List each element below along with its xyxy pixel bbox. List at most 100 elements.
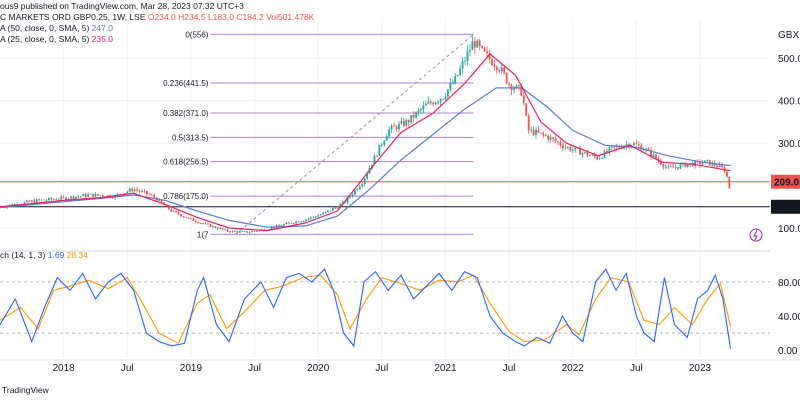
horizontal-levels[interactable]: [0, 181, 770, 208]
candle-body: [128, 188, 131, 192]
published-line: ous9 published on TradingView.com, Mar 2…: [0, 1, 244, 11]
tradingview-brand[interactable]: TradingView: [2, 385, 49, 395]
candle-body: [241, 231, 244, 233]
candle-body: [97, 193, 99, 196]
candle-body: [324, 212, 327, 213]
candle-body: [476, 40, 479, 48]
ma25-legend[interactable]: A (25, close, 0, SMA, 5) 235.0: [0, 34, 113, 44]
candle-body: [160, 199, 163, 203]
time-tick-label: 2022: [562, 363, 585, 374]
candle-body: [713, 162, 716, 166]
stoch-legend[interactable]: ch (14, 1, 3) 1.69 28.34: [0, 250, 88, 260]
candle-body: [652, 154, 655, 157]
candle-body: [525, 103, 528, 116]
candle-body: [552, 137, 555, 139]
candle-body: [45, 200, 48, 201]
candle-body: [461, 61, 464, 69]
candle-body: [530, 129, 533, 131]
fib-level-label: 0.236(441.5): [163, 79, 209, 88]
candle-body: [376, 155, 378, 157]
candle-body: [65, 197, 67, 200]
candle-body: [363, 178, 366, 185]
candle-body: [581, 152, 584, 155]
candle-body: [314, 216, 317, 218]
support-level-tag-bg: [771, 199, 800, 214]
price-axis[interactable]: 500.0 400.0 300.0 100.0 80.00 40.00 0.00: [778, 54, 800, 357]
candle-body: [721, 164, 723, 168]
candle-body: [187, 217, 190, 219]
candle-body: [356, 189, 359, 191]
candle-body: [478, 40, 481, 46]
candle-body: [322, 212, 324, 215]
candle-body: [204, 223, 207, 225]
candlestick-series: [0, 34, 731, 234]
candle-body: [35, 199, 38, 203]
candle-body: [415, 112, 417, 118]
candle-body: [562, 145, 564, 148]
candle-body: [566, 147, 569, 148]
candle-body: [466, 51, 469, 61]
candle-body: [486, 51, 488, 54]
candle-body: [493, 65, 496, 67]
symbol-legend[interactable]: C MARKETS ORD GBP0.25, 1W, LSE O234.0 H2…: [0, 12, 314, 22]
candle-body: [285, 222, 288, 225]
time-tick-label: 2021: [434, 363, 457, 374]
candle-body: [427, 101, 430, 104]
candle-body: [246, 231, 249, 233]
candle-body: [141, 190, 143, 192]
candle-body: [442, 99, 444, 100]
candle-body: [40, 199, 43, 201]
ma50-legend[interactable]: A (50, close, 0, SMA, 5) 247.0: [0, 23, 113, 33]
time-axis[interactable]: 2018 Jul 2019 Jul 2020 Jul 2021 Jul 2022 Jul 2023: [0, 359, 800, 374]
fib-level-label: 0.618(256.5): [163, 158, 209, 167]
candle-body: [606, 151, 608, 153]
candle-body: [297, 221, 300, 223]
price-tick-label: 100.0: [778, 224, 800, 235]
candle-body: [706, 160, 709, 161]
candle-body: [126, 191, 129, 194]
candle-body: [429, 101, 432, 103]
candle-body: [633, 143, 635, 146]
fibonacci-retracement[interactable]: 0(556) 0.236(441.5) 0.382(371.0) 0.5(313.5)…: [163, 30, 474, 239]
fib-trend-line: [235, 34, 474, 235]
candle-body: [182, 216, 185, 218]
candle-body: [718, 164, 721, 168]
candle-body: [422, 105, 425, 110]
candle-body: [449, 83, 452, 90]
candle-body: [305, 219, 307, 221]
candle-body: [60, 196, 63, 200]
candle-body: [270, 227, 273, 230]
ma25-label: A (25, close, 0, SMA, 5): [0, 34, 90, 44]
candle-body: [248, 232, 251, 234]
ma50-value: 247.0: [91, 23, 113, 33]
lightning-icon[interactable]: [749, 228, 763, 242]
candle-body: [28, 200, 31, 202]
candle-body: [177, 212, 180, 215]
candle-body: [94, 193, 97, 197]
candle-body: [287, 222, 290, 224]
candle-body: [87, 194, 90, 197]
fib-level-label: 0.382(371.0): [163, 109, 209, 118]
candle-body: [625, 144, 628, 147]
candle-body: [312, 217, 315, 218]
candle-body: [571, 149, 574, 151]
candle-body: [407, 120, 410, 123]
candle-body: [726, 171, 728, 177]
candle-body: [647, 148, 650, 151]
fib-level-label: 0(556): [185, 30, 208, 39]
candle-body: [38, 199, 41, 201]
candle-body: [79, 196, 82, 197]
candle-body: [192, 218, 195, 222]
candle-body: [618, 146, 621, 148]
candle-body: [309, 217, 312, 219]
candle-body: [339, 204, 342, 208]
candle-body: [131, 188, 134, 192]
candle-body: [451, 83, 454, 85]
candle-body: [50, 197, 53, 200]
candle-body: [136, 189, 138, 191]
candle-body: [72, 196, 75, 199]
candle-body: [236, 231, 239, 233]
candle-body: [557, 141, 559, 143]
candle-body: [30, 200, 33, 202]
